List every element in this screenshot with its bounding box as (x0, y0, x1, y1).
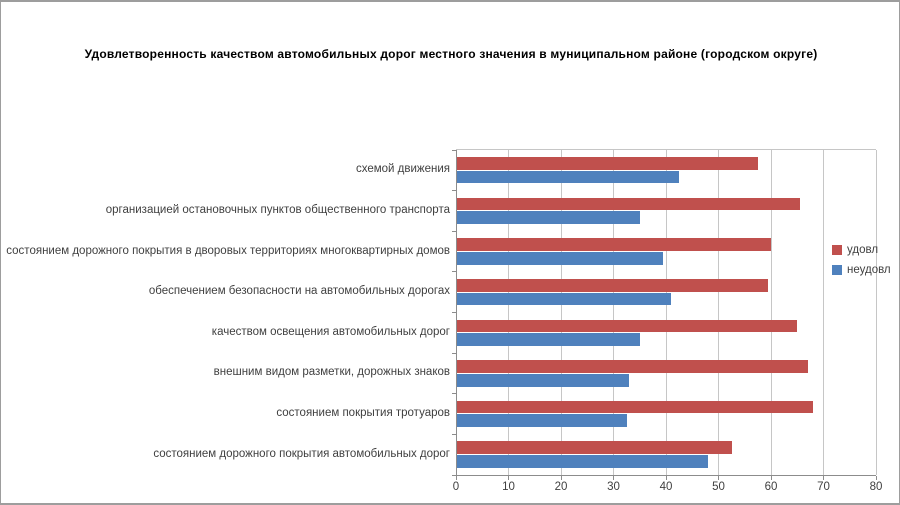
bar-satisfied (456, 278, 769, 292)
y-axis-tick-mark (452, 230, 456, 232)
gridline (613, 150, 614, 475)
bar-satisfied (456, 319, 798, 333)
x-axis-tick-label: 60 (764, 481, 778, 493)
x-axis-tick-mark (455, 476, 457, 480)
x-axis-tick-label: 70 (817, 481, 830, 493)
x-axis-tick-label: 80 (869, 481, 883, 493)
gridline (770, 150, 772, 475)
bar-unsatisfied (456, 211, 640, 224)
bar-unsatisfied (456, 333, 640, 346)
satisfied-swatch-icon (832, 245, 842, 255)
legend-item-satisfied: удовл (832, 240, 891, 260)
legend-label-satisfied: удовл (847, 244, 879, 256)
category-label: качеством освещения автомобильных дорог (211, 325, 450, 338)
bar-unsatisfied (456, 455, 708, 468)
y-axis-tick-mark (452, 312, 456, 313)
x-axis-tick-mark (560, 476, 562, 480)
x-axis-tick-mark (508, 476, 509, 480)
x-axis-tick-label: 50 (712, 481, 725, 493)
legend-item-unsatisfied: неудовл (832, 260, 891, 280)
gridline (718, 150, 719, 475)
y-axis-tick-mark (452, 433, 456, 435)
x-axis-tick-mark (665, 476, 667, 480)
x-axis-tick-mark (718, 476, 719, 480)
bar-satisfied (456, 400, 813, 414)
gridline (665, 150, 667, 475)
x-axis-tick-label: 0 (452, 481, 460, 493)
x-axis-tick-mark (770, 476, 772, 480)
x-axis-tick-label: 20 (554, 481, 568, 493)
category-label: состоянием дорожного покрытия автомобиль… (153, 447, 450, 460)
y-axis-tick-mark (452, 352, 456, 354)
bar-satisfied (456, 157, 758, 170)
x-axis-tick-label: 10 (502, 481, 515, 493)
category-label: состоянием дорожного покрытия в дворовых… (6, 244, 450, 257)
bar-unsatisfied (456, 251, 664, 265)
x-axis-tick-mark (613, 476, 614, 480)
gridline (875, 150, 877, 475)
bar-unsatisfied (456, 373, 630, 387)
y-axis-tick-mark (452, 393, 456, 395)
y-axis-tick-mark (452, 271, 456, 273)
category-label: организацией остановочных пунктов общест… (105, 203, 450, 216)
bar-unsatisfied (456, 414, 627, 428)
bar-satisfied (456, 360, 808, 373)
category-label: обеспечением безопасности на автомобильн… (148, 285, 450, 298)
plot-area (452, 149, 877, 480)
y-axis-tick-mark (452, 149, 456, 151)
x-axis-tick-label: 40 (659, 481, 673, 493)
value-axis-line (456, 475, 876, 476)
y-axis-tick-mark (452, 190, 456, 192)
legend: удовл неудовл (832, 240, 891, 280)
bar-unsatisfied (456, 170, 680, 184)
x-axis-tick-mark (875, 476, 877, 480)
category-label: состоянием покрытия тротуаров (276, 407, 450, 420)
bar-satisfied (456, 197, 800, 211)
legend-label-unsatisfied: неудовл (847, 264, 891, 276)
chart-title: Удовлетворенность качеством автомобильны… (84, 47, 818, 61)
bar-unsatisfied (456, 292, 672, 306)
category-label: схемой движения (355, 163, 450, 176)
unsatisfied-swatch-icon (832, 265, 842, 275)
gridline (508, 150, 509, 475)
x-axis-tick-label: 30 (607, 481, 620, 493)
category-label: внешним видом разметки, дорожных знаков (213, 366, 450, 379)
x-axis-tick-mark (823, 476, 824, 480)
bar-satisfied (456, 441, 732, 455)
y-axis-tick-mark (452, 474, 456, 476)
gridline (823, 150, 824, 475)
gridline (560, 150, 562, 475)
category-axis-line (456, 150, 457, 475)
bar-satisfied (456, 238, 771, 251)
